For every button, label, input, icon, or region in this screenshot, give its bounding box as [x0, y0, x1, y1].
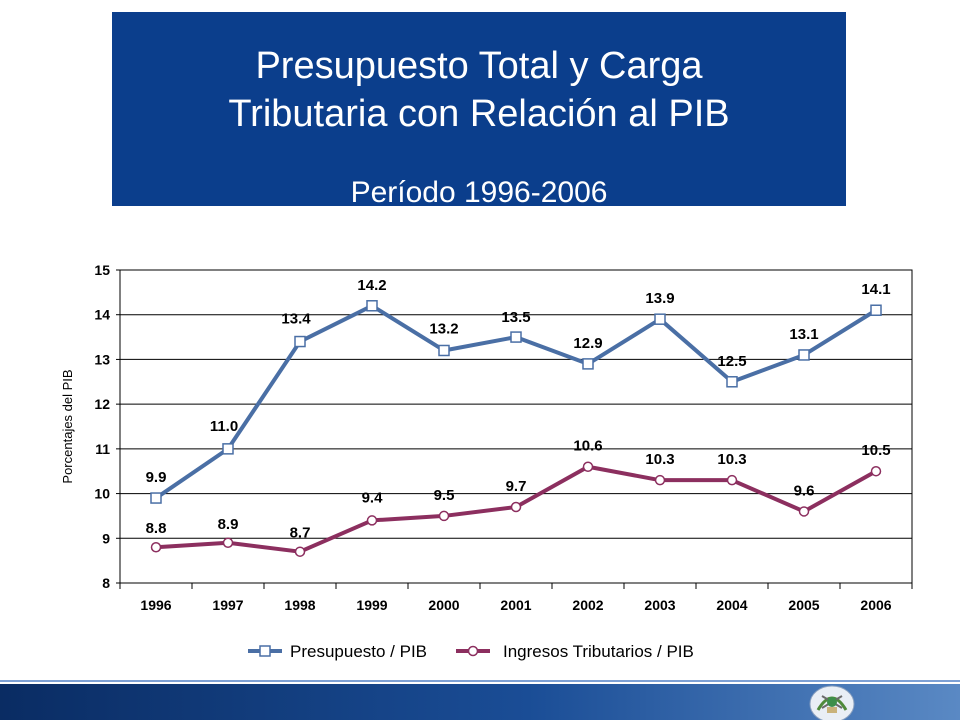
- data-label: 10.3: [645, 451, 674, 468]
- data-point: [438, 344, 450, 357]
- data-label: 13.4: [281, 311, 311, 328]
- data-label: 13.2: [429, 320, 458, 337]
- coat-of-arms-icon: [809, 685, 855, 720]
- data-label: 9.5: [434, 487, 455, 504]
- legend-label: Ingresos Tributarios / PIB: [503, 642, 694, 661]
- y-tick-label: 14: [94, 307, 110, 323]
- data-label: 8.9: [218, 516, 239, 533]
- data-label: 8.7: [290, 525, 311, 542]
- data-point: [366, 300, 378, 312]
- x-tick-label: 2006: [860, 597, 891, 613]
- data-label: 10.3: [717, 451, 746, 468]
- data-point: [798, 349, 810, 361]
- legend-marker: [259, 645, 271, 657]
- title-banner: Presupuesto Total y Carga Tributaria con…: [112, 12, 846, 209]
- chart-subtitle: Período 1996-2006: [350, 176, 608, 209]
- y-tick-label: 8: [102, 575, 110, 591]
- y-tick-label: 15: [94, 262, 110, 278]
- footer-band: [0, 684, 960, 720]
- y-tick-label: 10: [94, 486, 110, 502]
- x-tick-label: 2005: [788, 597, 819, 613]
- x-tick-label: 2001: [500, 597, 531, 613]
- plot-area: [119, 269, 913, 584]
- data-point: [510, 331, 522, 343]
- x-tick-label: 2002: [572, 597, 603, 613]
- data-point: [294, 546, 306, 557]
- data-label: 14.2: [357, 277, 386, 294]
- data-point: [150, 541, 162, 553]
- footer-divider: [0, 680, 960, 682]
- data-label: 14.1: [861, 281, 890, 298]
- y-tick-label: 9: [102, 530, 110, 546]
- data-point: [294, 335, 306, 348]
- line-chart: 8 9 10 11 12 13 14 15 1996 1997 1998 1999 2000 2001 20…: [60, 262, 913, 661]
- data-label: 8.8: [146, 520, 167, 537]
- data-label: 13.1: [789, 326, 818, 343]
- y-tick-label: 13: [94, 351, 110, 367]
- data-point: [438, 510, 450, 522]
- data-point: [726, 474, 738, 486]
- data-label: 9.4: [362, 489, 384, 506]
- legend-marker: [467, 645, 479, 657]
- x-tick-label: 1999: [356, 597, 387, 613]
- x-tick-label: 2000: [428, 597, 459, 613]
- data-point: [654, 313, 666, 325]
- data-label: 10.6: [573, 438, 602, 455]
- data-point: [654, 474, 666, 486]
- x-tick-label: 2004: [716, 597, 747, 613]
- x-tick-label: 1998: [284, 597, 315, 613]
- data-point: [222, 537, 234, 549]
- y-tick-label: 11: [95, 441, 110, 457]
- data-label: 9.6: [794, 482, 815, 499]
- data-label: 9.7: [506, 478, 527, 495]
- x-tick-label: 2003: [644, 597, 675, 613]
- data-point: [222, 443, 234, 455]
- data-label: 12.5: [717, 353, 746, 370]
- data-point: [870, 304, 882, 316]
- data-point: [366, 515, 378, 526]
- data-point: [726, 376, 738, 388]
- data-point: [798, 506, 810, 517]
- data-label: 13.5: [501, 309, 530, 326]
- x-tick-label: 1996: [140, 597, 171, 613]
- data-label: 9.9: [146, 469, 167, 486]
- chart-title: Presupuesto Total y Carga Tributaria con…: [228, 45, 730, 135]
- data-point: [150, 492, 162, 504]
- data-point: [870, 465, 882, 477]
- data-point: [582, 461, 594, 472]
- x-tick-label: 1997: [212, 597, 243, 613]
- data-label: 11.0: [210, 418, 238, 435]
- legend-label: Presupuesto / PIB: [290, 642, 427, 661]
- data-label: 13.9: [645, 290, 674, 307]
- data-point: [510, 501, 522, 513]
- y-tick-label: 12: [94, 396, 110, 412]
- data-label: 12.9: [573, 335, 602, 352]
- data-point: [582, 358, 594, 370]
- data-label: 10.5: [861, 442, 890, 459]
- y-axis-label: Porcentajes del PIB: [60, 369, 75, 483]
